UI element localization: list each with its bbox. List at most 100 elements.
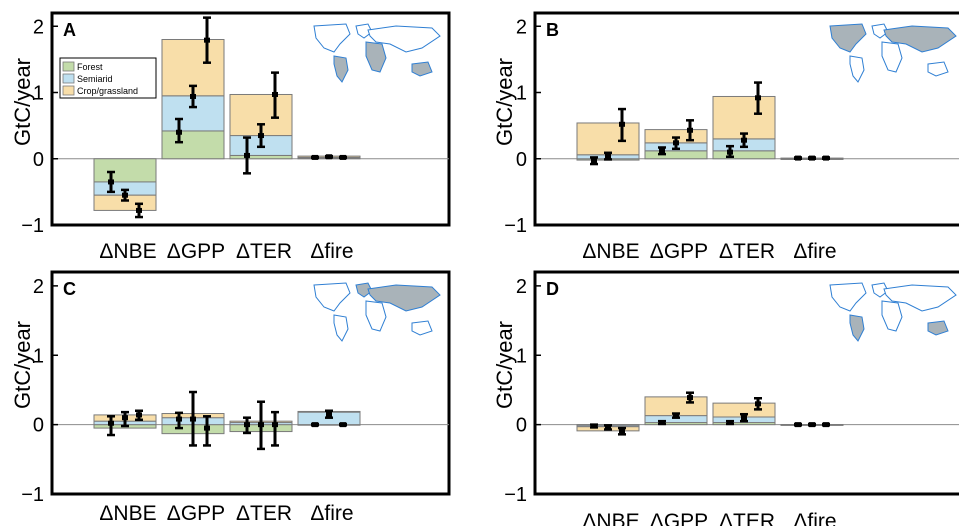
- bar-forest-2: [712, 150, 776, 160]
- errorbar-mean: [727, 420, 733, 426]
- errorbar-mean: [795, 422, 801, 428]
- map-landmass: [881, 300, 903, 332]
- y-tick-label: −1: [504, 215, 527, 237]
- panel-a: 2 1 0 −1 GtC/year ΔNBE ΔGPP ΔTER Δfire A Forest Sem…: [10, 11, 451, 263]
- y-tick-label: 0: [33, 415, 44, 437]
- x-category-label: ΔGPP: [650, 510, 708, 526]
- errorbar-mean: [204, 425, 210, 431]
- errorbar-mean: [605, 153, 611, 159]
- panel-letter: B: [546, 20, 559, 40]
- y-tick-label: 0: [516, 149, 527, 171]
- x-category-label: ΔTER: [236, 240, 292, 263]
- panel-letter: C: [63, 279, 76, 299]
- world-map-inset: [829, 282, 957, 342]
- panel-letter: D: [546, 279, 559, 299]
- map-landmass: [871, 282, 889, 298]
- x-category-label: ΔTER: [719, 510, 775, 526]
- legend-entry: Crop/grassland: [77, 86, 138, 96]
- errorbar-mean: [687, 127, 693, 133]
- legend-swatch: [62, 85, 75, 96]
- map-landmass: [365, 41, 387, 73]
- errorbar-mean: [795, 155, 801, 161]
- y-tick-label: −1: [21, 215, 44, 237]
- y-axis-label: GtC/year: [492, 58, 517, 146]
- errorbar-mean: [326, 154, 332, 160]
- legend-swatch: [62, 61, 75, 72]
- y-axis-label: GtC/year: [10, 58, 35, 146]
- bar-forest-1: [161, 130, 225, 160]
- x-category-label: ΔTER: [236, 502, 292, 525]
- errorbar-mean: [591, 423, 597, 429]
- y-axis-label: GtC/year: [492, 321, 517, 409]
- world-map-inset: [313, 23, 441, 83]
- world-map-inset: [829, 23, 957, 83]
- errorbar-mean: [340, 154, 346, 160]
- errorbar-mean: [619, 121, 625, 127]
- y-tick-label: 2: [33, 16, 44, 38]
- y-tick-label: 1: [516, 345, 527, 367]
- errorbar-mean: [176, 416, 182, 422]
- map-landmass: [333, 55, 349, 83]
- y-tick-label: −1: [21, 484, 44, 506]
- errorbar-mean: [755, 95, 761, 101]
- errorbar-mean: [673, 413, 679, 419]
- panel-c: 2 1 0 −1 GtC/year ΔNBE ΔGPP ΔTER Δfire C: [10, 270, 451, 525]
- y-axis-label: GtC/year: [10, 321, 35, 409]
- errorbar-mean: [823, 155, 829, 161]
- map-landmass: [313, 282, 351, 312]
- errorbar-mean: [605, 424, 611, 430]
- errorbar-mean: [340, 422, 346, 428]
- x-category-label: ΔNBE: [99, 502, 156, 525]
- errorbar-mean: [136, 412, 142, 418]
- errorbar-mean: [204, 37, 210, 43]
- map-landmass: [313, 23, 351, 53]
- map-landmass: [355, 23, 373, 39]
- axes-frame: [50, 270, 451, 496]
- map-landmass: [365, 300, 387, 332]
- errorbar-mean: [591, 158, 597, 164]
- y-tick-label: 2: [516, 276, 527, 298]
- map-landmass: [367, 25, 441, 53]
- y-tick-label: 0: [516, 415, 527, 437]
- y-tick-label: 1: [33, 345, 44, 367]
- bar-forest-0: [93, 158, 157, 183]
- map-landmass: [927, 61, 949, 77]
- legend-entry: Forest: [77, 62, 103, 72]
- x-category-label: ΔTER: [719, 240, 775, 263]
- x-category-label: Δfire: [793, 510, 836, 526]
- x-category-label: Δfire: [310, 240, 353, 263]
- map-landmass: [883, 284, 957, 312]
- errorbar-mean: [258, 422, 264, 428]
- errorbar-mean: [108, 420, 114, 426]
- errorbar-mean: [244, 152, 250, 158]
- y-tick-label: −1: [504, 484, 527, 506]
- bar-crop-grassland-0: [576, 122, 640, 156]
- errorbar-mean: [687, 395, 693, 401]
- errorbar-mean: [659, 420, 665, 426]
- map-landmass: [927, 320, 949, 336]
- bar-forest-1: [644, 150, 708, 160]
- map-landmass: [411, 61, 433, 77]
- errorbar-mean: [755, 401, 761, 407]
- errorbar-mean: [326, 411, 332, 417]
- errorbar-mean: [659, 148, 665, 154]
- x-category-label: ΔNBE: [582, 510, 639, 526]
- x-category-label: Δfire: [793, 240, 836, 263]
- errorbar-mean: [244, 422, 250, 428]
- map-landmass: [355, 282, 373, 298]
- panel-letter: A: [63, 20, 76, 40]
- x-category-label: ΔGPP: [167, 240, 225, 263]
- x-category-label: ΔNBE: [582, 240, 639, 263]
- errorbar-mean: [108, 179, 114, 185]
- errorbar-mean: [673, 140, 679, 146]
- errorbar-mean: [741, 137, 747, 143]
- x-category-label: ΔGPP: [650, 240, 708, 263]
- errorbar-mean: [741, 415, 747, 421]
- errorbar-mean: [258, 133, 264, 139]
- errorbar-mean: [619, 428, 625, 434]
- y-tick-label: 0: [33, 149, 44, 171]
- x-category-label: ΔNBE: [99, 240, 156, 263]
- panel-b: 2 1 0 −1 GtC/year ΔNBE ΔGPP ΔTER Δfire B: [492, 11, 959, 263]
- legend: Forest Semiarid Crop/grassland: [59, 57, 157, 99]
